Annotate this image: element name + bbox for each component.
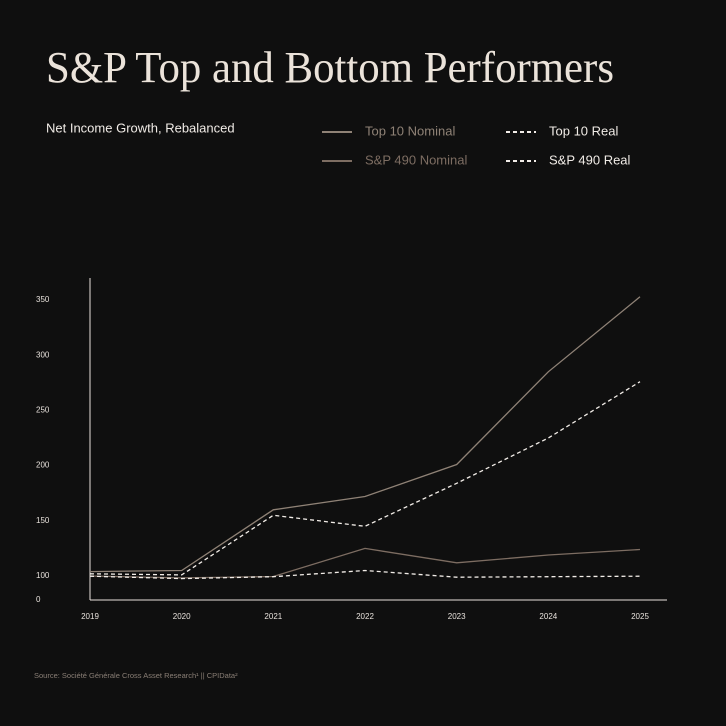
legend-label: Top 10 Nominal (365, 123, 455, 138)
series-line (89, 569, 641, 580)
chart-subtitle: Net Income Growth, Rebalanced (46, 120, 235, 135)
series-line (89, 547, 641, 579)
x-tick-label: 2021 (264, 612, 282, 621)
series-line (89, 381, 641, 576)
x-tick-label: 2020 (173, 612, 191, 621)
y-tick-label: 100 (36, 571, 50, 580)
y-tick-label: 300 (36, 350, 50, 359)
y-tick-label: 200 (36, 461, 50, 470)
x-tick-label: 2023 (448, 612, 466, 621)
series-line (89, 296, 641, 573)
source: Source: Société Générale Cross Asset Res… (34, 671, 238, 680)
chart-title: S&P Top and Bottom Performers (46, 43, 614, 92)
y-tick-label: 350 (36, 295, 50, 304)
y-tick-label: 150 (36, 516, 50, 525)
y-tick-label: 0 (36, 595, 41, 604)
x-tick-label: 2022 (356, 612, 374, 621)
legend-label: S&P 490 Real (549, 152, 631, 167)
x-tick-label: 2019 (81, 612, 99, 621)
legend-label: Top 10 Real (549, 123, 618, 138)
x-tick-label: 2025 (631, 612, 649, 621)
x-tick-label: 2024 (539, 612, 557, 621)
legend-label: S&P 490 Nominal (365, 152, 467, 167)
y-tick-label: 250 (36, 406, 50, 415)
